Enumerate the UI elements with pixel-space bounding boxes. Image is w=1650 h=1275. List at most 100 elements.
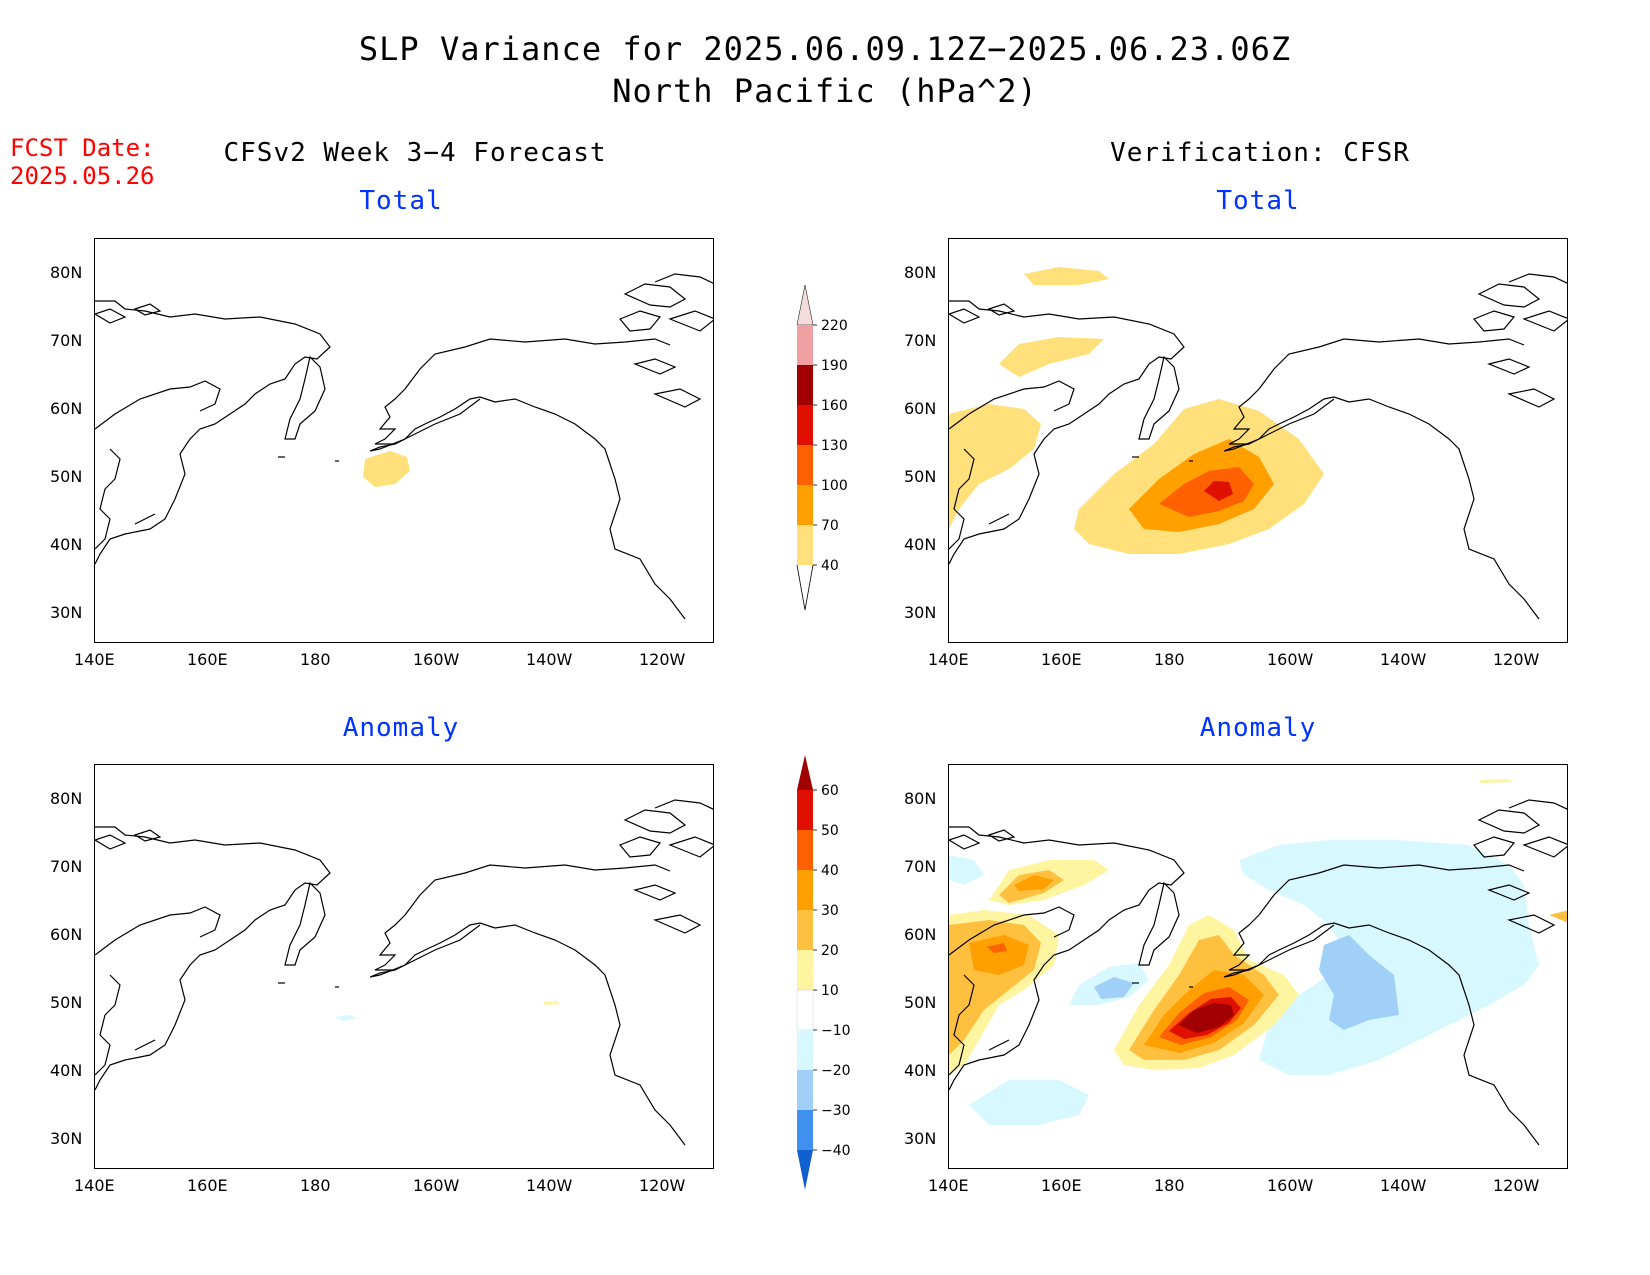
- colorbar-total-label: 220: [821, 318, 848, 334]
- lat-tick-label: 80N: [904, 263, 937, 282]
- colorbar-anomaly-label: 10: [821, 983, 839, 999]
- colorbar-anomaly-label: −30: [821, 1103, 851, 1119]
- colorbar-top-arrow: [797, 755, 813, 790]
- right-column-title: Verification: CFSR: [1110, 138, 1410, 168]
- verification-anomaly-contours: [949, 779, 1567, 1146]
- lon-tick-label: 120W: [639, 650, 686, 669]
- lat-tick-label: 80N: [50, 263, 83, 282]
- top-left-subtitle: Total: [359, 186, 443, 216]
- lon-tick-label: 160E: [187, 650, 228, 669]
- lon-tick-label: 140E: [928, 1176, 969, 1195]
- lat-tick-label: 30N: [50, 1129, 83, 1148]
- colorbar-swatch: [797, 1030, 813, 1070]
- colorbar-swatch: [797, 1110, 813, 1150]
- colorbar-total-label: 40: [821, 558, 839, 574]
- colorbar-swatch: [797, 910, 813, 950]
- colorbar-anomaly-label: 20: [821, 943, 839, 959]
- colorbar-total-label: 190: [821, 358, 848, 374]
- forecast-total-contours: [95, 273, 713, 620]
- lon-tick-label: 140E: [928, 650, 969, 669]
- map-verification-anomaly: [948, 764, 1568, 1169]
- contour-30-40: [969, 935, 1029, 975]
- lat-tick-label: 70N: [904, 331, 937, 350]
- colorbar-anomaly-label: 30: [821, 903, 839, 919]
- colorbar-swatch: [797, 790, 813, 830]
- map-verification-total: [948, 238, 1568, 643]
- contour-40-50: [987, 943, 1007, 953]
- lat-tick-label: 30N: [50, 603, 83, 622]
- lat-tick-label: 70N: [50, 857, 83, 876]
- contour-above-60: [1179, 1003, 1234, 1033]
- lon-tick-label: 160E: [1041, 650, 1082, 669]
- forecast-anomaly-contours: [95, 799, 713, 1146]
- contour-10-20: [1479, 779, 1514, 783]
- lon-tick-label: 180: [300, 1176, 331, 1195]
- colorbar-swatch: [797, 405, 813, 445]
- contour-30-40: [1014, 875, 1054, 891]
- lat-tick-label: 80N: [50, 789, 83, 808]
- lat-tick-label: 50N: [904, 993, 937, 1012]
- map-forecast-total: [94, 238, 714, 643]
- colorbar-swatch: [796, 989, 814, 1031]
- lon-tick-label: 160W: [1267, 1176, 1314, 1195]
- colorbar-swatch: [797, 445, 813, 485]
- contour-minus10-minus20: [949, 855, 984, 885]
- left-column-title: CFSv2 Week 3−4 Forecast: [223, 138, 607, 168]
- colorbar-swatch: [797, 1070, 813, 1110]
- colorbar-swatch: [797, 365, 813, 405]
- colorbar-swatch: [797, 485, 813, 525]
- colorbar-anomaly-label: 60: [821, 783, 839, 799]
- contour-minus20-minus30: [1319, 935, 1399, 1030]
- fcst-date-value: 2025.05.26: [10, 162, 155, 190]
- lon-tick-label: 180: [1154, 650, 1185, 669]
- colorbar-anomaly-label: −20: [821, 1063, 851, 1079]
- lat-tick-label: 60N: [50, 399, 83, 418]
- colorbar-total: 220 190 160 130 100 70 40: [796, 284, 848, 610]
- colorbar-anomaly-label: −10: [821, 1023, 851, 1039]
- lon-tick-label: 140W: [526, 650, 573, 669]
- lat-tick-label: 40N: [50, 535, 83, 554]
- contour-40-70: [363, 451, 410, 487]
- verification-total-contours: [949, 267, 1567, 620]
- lon-tick-label: 120W: [1493, 1176, 1540, 1195]
- lon-tick-label: 140W: [1380, 650, 1427, 669]
- lon-tick-label: 160E: [187, 1176, 228, 1195]
- colorbar-anomaly-label: 50: [821, 823, 839, 839]
- main-title-line1: SLP Variance for 2025.06.09.12Z−2025.06.…: [358, 30, 1292, 68]
- lat-tick-label: 30N: [904, 603, 937, 622]
- contour-minus10-minus20: [1239, 840, 1539, 1075]
- lon-tick-label: 120W: [639, 1176, 686, 1195]
- colorbar-bottom-arrow: [796, 564, 814, 610]
- colorbar-total-label: 100: [821, 478, 848, 494]
- lon-tick-label: 160E: [1041, 1176, 1082, 1195]
- top-right-subtitle: Total: [1216, 186, 1300, 216]
- fcst-date-label: FCST Date:: [10, 134, 155, 162]
- lon-tick-label: 140E: [74, 1176, 115, 1195]
- colorbar-anomaly-label: −40: [821, 1143, 851, 1159]
- lon-tick-label: 180: [1154, 1176, 1185, 1195]
- lat-tick-label: 80N: [904, 789, 937, 808]
- lon-tick-label: 140W: [526, 1176, 573, 1195]
- lon-tick-label: 140W: [1380, 1176, 1427, 1195]
- lat-tick-label: 40N: [50, 1061, 83, 1080]
- contour-minus10-minus20: [335, 1015, 357, 1021]
- colorbar-total-label: 160: [821, 398, 848, 414]
- colorbar-total-label: 130: [821, 438, 848, 454]
- colorbar-bottom-arrow: [797, 1150, 813, 1190]
- lat-tick-label: 60N: [904, 399, 937, 418]
- contour-minus10-minus20: [969, 1080, 1089, 1125]
- lat-tick-label: 40N: [904, 535, 937, 554]
- lat-tick-label: 70N: [904, 857, 937, 876]
- colorbar-swatch: [797, 830, 813, 870]
- colorbar-top-arrow: [796, 284, 814, 326]
- lon-tick-label: 120W: [1493, 650, 1540, 669]
- contour-40-70: [949, 404, 1041, 529]
- contour-40-70: [1024, 267, 1109, 285]
- lat-tick-label: 50N: [904, 467, 937, 486]
- colorbar-swatch: [797, 325, 813, 365]
- lon-tick-label: 160W: [1267, 650, 1314, 669]
- contour-minus20-minus30: [1094, 977, 1134, 999]
- colorbar-anomaly-label: 40: [821, 863, 839, 879]
- colorbar-swatch: [797, 870, 813, 910]
- contour-10-20: [543, 1001, 560, 1005]
